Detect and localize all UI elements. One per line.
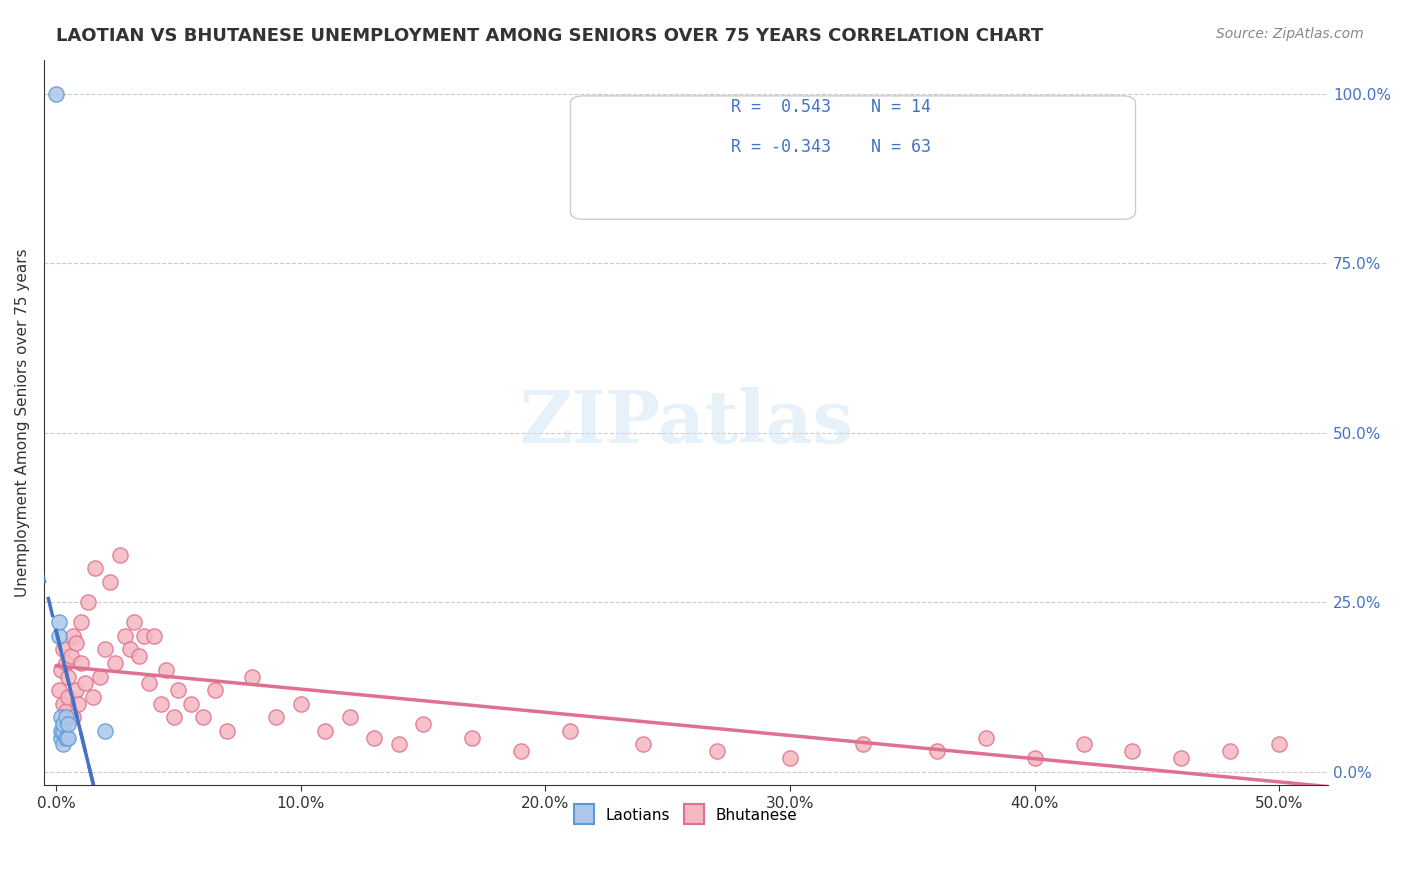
Point: [240, 670, 263, 684]
Point: [779, 751, 801, 765]
Point: [77, 595, 100, 609]
Point: [114, 629, 136, 643]
Point: [48, 615, 70, 630]
Point: [82, 690, 104, 704]
Text: R =  0.543    N = 14: R = 0.543 N = 14: [731, 98, 931, 116]
Point: [89, 670, 111, 684]
Point: [143, 629, 166, 643]
Y-axis label: Unemployment Among Seniors over 75 years: Unemployment Among Seniors over 75 years: [15, 248, 30, 597]
Point: [48, 683, 70, 698]
Point: [58, 731, 80, 745]
Point: [67, 697, 90, 711]
Point: [118, 642, 141, 657]
Point: [264, 710, 287, 724]
Point: [631, 738, 654, 752]
Point: [558, 723, 581, 738]
Point: [62, 629, 84, 643]
Point: [75, 676, 97, 690]
Point: [59, 649, 82, 664]
Point: [98, 574, 121, 589]
Point: [706, 744, 728, 758]
Point: [52, 717, 75, 731]
Point: [69, 615, 91, 630]
Point: [55, 710, 77, 724]
Point: [65, 636, 87, 650]
Point: [55, 731, 77, 745]
Point: [65, 683, 87, 698]
Point: [94, 723, 117, 738]
Text: R = -0.343    N = 63: R = -0.343 N = 63: [731, 137, 931, 156]
Point: [45, 87, 67, 101]
Point: [412, 717, 434, 731]
Point: [58, 690, 80, 704]
Point: [49, 663, 72, 677]
Point: [461, 731, 484, 745]
Point: [339, 710, 361, 724]
Point: [49, 731, 72, 745]
Point: [150, 697, 173, 711]
Text: LAOTIAN VS BHUTANESE UNEMPLOYMENT AMONG SENIORS OVER 75 YEARS CORRELATION CHART: LAOTIAN VS BHUTANESE UNEMPLOYMENT AMONG …: [56, 27, 1043, 45]
Point: [387, 738, 409, 752]
Point: [509, 744, 531, 758]
Point: [1073, 738, 1095, 752]
Point: [108, 548, 131, 562]
Point: [52, 697, 75, 711]
Point: [1024, 751, 1046, 765]
Point: [363, 731, 385, 745]
FancyBboxPatch shape: [571, 95, 1136, 219]
Point: [925, 744, 948, 758]
Point: [49, 710, 72, 724]
Point: [1170, 751, 1192, 765]
Point: [167, 683, 190, 698]
Point: [94, 642, 117, 657]
Text: Source: ZipAtlas.com: Source: ZipAtlas.com: [1216, 27, 1364, 41]
Point: [314, 723, 336, 738]
Point: [58, 670, 80, 684]
Point: [1268, 738, 1291, 752]
Point: [124, 615, 146, 630]
Point: [290, 697, 312, 711]
Point: [69, 656, 91, 670]
Point: [52, 642, 75, 657]
Point: [1121, 744, 1143, 758]
Point: [84, 561, 107, 575]
Point: [974, 731, 997, 745]
Point: [52, 723, 75, 738]
Point: [134, 629, 156, 643]
Point: [191, 710, 214, 724]
Point: [852, 738, 875, 752]
Point: [104, 656, 127, 670]
Point: [55, 656, 77, 670]
Point: [55, 704, 77, 718]
Point: [62, 710, 84, 724]
Point: [128, 649, 150, 664]
Text: ZIPatlas: ZIPatlas: [519, 387, 853, 458]
Point: [180, 697, 202, 711]
Point: [138, 676, 160, 690]
Point: [1219, 744, 1241, 758]
Point: [162, 710, 184, 724]
Point: [204, 683, 226, 698]
Point: [217, 723, 239, 738]
Point: [48, 629, 70, 643]
Point: [58, 717, 80, 731]
Point: [49, 723, 72, 738]
Legend: Laotians, Bhutanese: Laotians, Bhutanese: [562, 795, 810, 836]
Point: [52, 738, 75, 752]
Point: [155, 663, 177, 677]
